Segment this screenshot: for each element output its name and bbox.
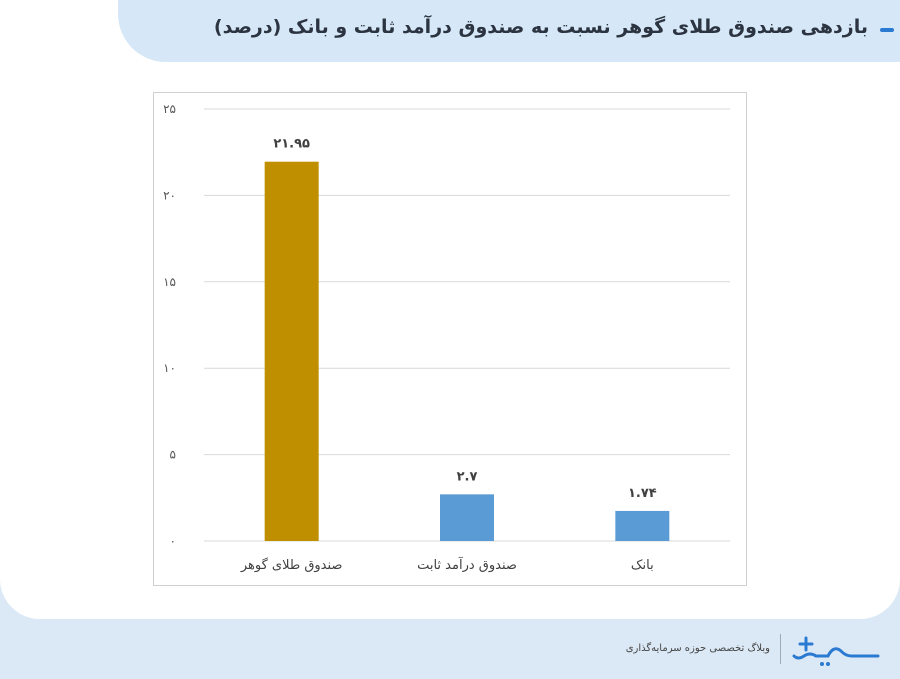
- data-label: ۲.۷: [457, 469, 478, 484]
- footer-divider: [780, 634, 781, 664]
- y-tick-label: ۵: [170, 448, 176, 462]
- brand-logo: [792, 636, 880, 666]
- footer-tagline: وبلاگ تخصصی حوزه سرمایه‌گذاری: [625, 643, 770, 654]
- x-tick-label: بانک: [631, 558, 654, 573]
- title-accent-mark: [880, 28, 894, 32]
- bar: [615, 510, 670, 541]
- y-tick-label: ۲۵: [163, 102, 176, 116]
- page-title: بازدهی صندوق طلای گوهر نسبت به صندوق درآ…: [213, 16, 868, 38]
- bar: [440, 494, 494, 541]
- title-bar: بازدهی صندوق طلای گوهر نسبت به صندوق درآ…: [118, 0, 900, 62]
- x-tick-label: صندوق درآمد ثابت: [417, 556, 517, 573]
- y-tick-label: ۲۰: [163, 188, 176, 202]
- bar-chart: ۰ ۵ ۱۰ ۱۵ ۲۰ ۲۵ ۲۱.۹۵ صندوق طلای گوهر ۲.۷ صندوق د…: [163, 102, 730, 573]
- bar: [264, 161, 319, 541]
- y-tick-label: ۱۵: [163, 275, 176, 289]
- chart-frame: ۰ ۵ ۱۰ ۱۵ ۲۰ ۲۵ ۲۱.۹۵ صندوق طلای گوهر ۲.۷ صندوق د…: [153, 92, 747, 586]
- x-tick-label: صندوق طلای گوهر: [240, 557, 343, 573]
- data-label: ۲۱.۹۵: [273, 137, 310, 152]
- y-tick-label: ۰: [170, 534, 176, 548]
- y-tick-label: ۱۰: [163, 361, 176, 375]
- data-label: ۱.۷۴: [628, 486, 657, 501]
